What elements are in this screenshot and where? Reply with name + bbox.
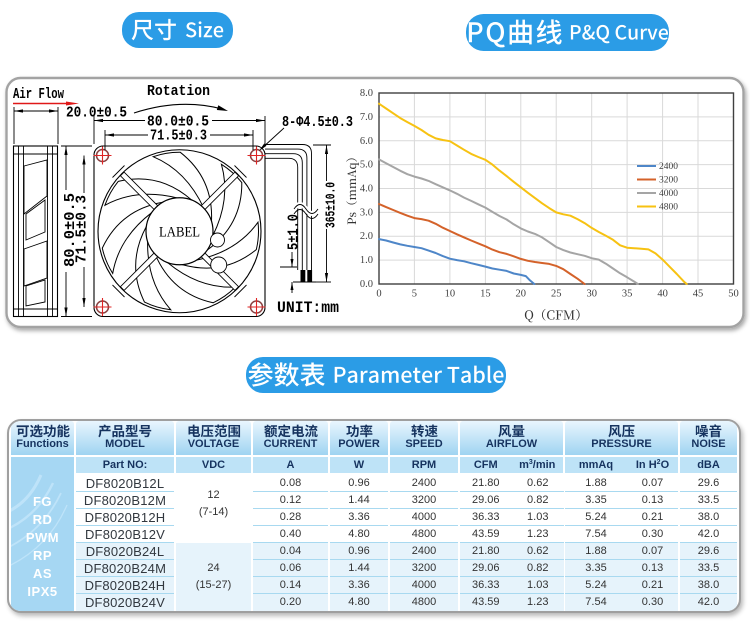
svg-text:3200: 3200	[659, 176, 678, 186]
svg-text:25: 25	[551, 289, 562, 300]
svg-text:35: 35	[622, 289, 633, 300]
svg-text:20.0±0.5: 20.0±0.5	[66, 105, 127, 122]
svg-text:365±10.0: 365±10.0	[325, 182, 340, 228]
svg-text:8-Φ4.5±0.3: 8-Φ4.5±0.3	[282, 114, 353, 131]
svg-text:80.0±0.5: 80.0±0.5	[147, 114, 209, 131]
svg-text:20: 20	[516, 289, 527, 300]
svg-text:Rotation: Rotation	[147, 83, 210, 100]
svg-text:5±1.0: 5±1.0	[286, 214, 303, 250]
svg-text:6.0: 6.0	[360, 136, 373, 147]
svg-text:2400: 2400	[659, 162, 678, 172]
svg-text:4800: 4800	[659, 203, 678, 213]
svg-text:Air Flow: Air Flow	[13, 86, 64, 103]
svg-text:45: 45	[693, 289, 704, 300]
svg-text:80.0±0.5: 80.0±0.5	[62, 193, 79, 267]
svg-text:4000: 4000	[659, 189, 678, 199]
svg-text:5: 5	[412, 289, 417, 300]
svg-text:40: 40	[657, 289, 668, 300]
svg-text:1.0: 1.0	[360, 255, 373, 266]
svg-text:50: 50	[728, 289, 739, 300]
svg-text:4.0: 4.0	[360, 184, 373, 195]
svg-text:71.5±0.3: 71.5±0.3	[74, 195, 91, 263]
svg-text:30: 30	[586, 289, 597, 300]
svg-text:3.0: 3.0	[360, 207, 373, 218]
svg-text:15: 15	[480, 289, 491, 300]
svg-text:2.0: 2.0	[360, 231, 373, 242]
svg-text:UNIT:mm: UNIT:mm	[277, 299, 339, 317]
svg-text:71.5±0.3: 71.5±0.3	[150, 128, 207, 145]
svg-text:5.0: 5.0	[360, 160, 373, 171]
svg-text:10: 10	[445, 289, 456, 300]
svg-text:8.0: 8.0	[360, 88, 373, 99]
svg-text:LABEL: LABEL	[159, 224, 200, 240]
svg-text:0.0: 0.0	[360, 279, 373, 290]
svg-text:7.0: 7.0	[360, 112, 373, 123]
svg-text:0: 0	[376, 289, 381, 300]
